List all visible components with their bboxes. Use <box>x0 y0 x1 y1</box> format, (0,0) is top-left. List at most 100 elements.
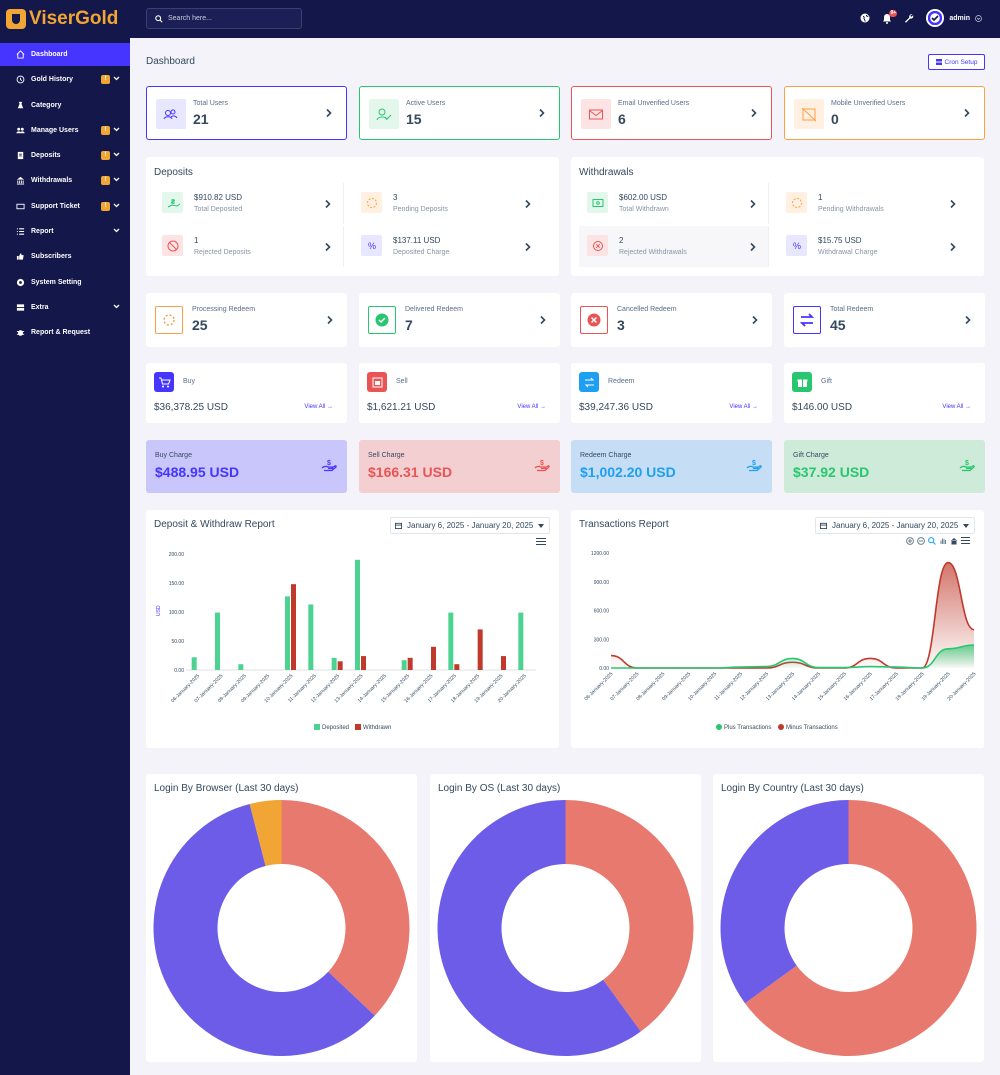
sidebar-item-subscribers[interactable]: Subscribers <box>0 245 130 268</box>
deposits-item-deposited-charge[interactable]: % $137.11 USD Deposited Charge <box>353 226 543 267</box>
login-donut-chart <box>720 800 977 1056</box>
login-donut-chart <box>437 800 694 1056</box>
wallet-label: Redeem <box>608 378 635 385</box>
deposits-item-value: 1 <box>194 236 199 245</box>
withdrawals-item-icon: % <box>786 235 807 256</box>
sidebar-item-report[interactable]: Report <box>0 220 130 243</box>
sidebar-item-deposits[interactable]: Deposits! <box>0 144 130 167</box>
donut-slice <box>437 800 641 1056</box>
stat-card-active-users[interactable]: Active Users 15 <box>359 86 560 140</box>
users-icon <box>15 125 25 135</box>
legend-label: Minus Transactions <box>786 725 838 731</box>
withdrawals-item-withdrawal-charge[interactable]: % $15.75 USD Withdrawal Charge <box>778 226 968 267</box>
bar-withdrawn <box>337 661 343 670</box>
charge-card-gift-charge: Gift Charge $37.92 USD $ <box>784 440 985 493</box>
area-plus-transactions <box>611 645 974 668</box>
pan-hand-icon[interactable] <box>939 537 947 545</box>
notification-bell-icon[interactable]: 9+ <box>882 9 898 24</box>
sidebar-item-badge: ! <box>101 151 110 161</box>
chart-menu-icon[interactable] <box>536 538 546 545</box>
deposits-item-pending-deposits[interactable]: 3 Pending Deposits <box>353 183 543 224</box>
hand-coin-icon: $ <box>959 458 975 472</box>
withdrawals-item-pending-withdrawals[interactable]: 1 Pending Withdrawals <box>778 183 968 224</box>
arrow-right-icon: → <box>327 404 333 410</box>
redeem-label: Total Redeem <box>830 306 874 313</box>
deposits-item-value: $910.82 USD <box>194 193 243 202</box>
stat-card-email-unverified-users[interactable]: Email Unverified Users 6 <box>571 86 772 140</box>
withdrawals-item-rejected-withdrawals[interactable]: 2 Rejected Withdrawals <box>579 226 769 267</box>
sidebar-item-report-request[interactable]: Report & Request <box>0 321 130 344</box>
view-all-link[interactable]: View All → <box>942 404 971 410</box>
caret-down-icon <box>963 523 970 528</box>
stat-card-total-users[interactable]: Total Users 21 <box>146 86 347 140</box>
redeem-card-delivered-redeem[interactable]: Delivered Redeem 7 <box>359 293 560 347</box>
sidebar-item-badge: ! <box>101 125 110 135</box>
withdrawals-item-total-withdrawn[interactable]: $602.00 USD Total Withdrawn <box>579 183 769 224</box>
deposit-icon <box>15 151 25 161</box>
wrench-icon[interactable] <box>904 13 914 23</box>
search-input[interactable]: Search here... <box>146 8 302 29</box>
home-reset-icon[interactable] <box>950 537 958 545</box>
brand-logo[interactable]: Viser Gold <box>0 0 130 38</box>
stat-label: Email Unverified Users <box>618 100 690 107</box>
bar-deposited <box>401 660 407 670</box>
redeem-card-processing-redeem[interactable]: Processing Redeem 25 <box>146 293 347 347</box>
transactions-report-date-picker[interactable]: January 6, 2025 - January 20, 2025 <box>815 517 975 534</box>
withdrawals-item-value: 1 <box>818 193 823 202</box>
sidebar-item-dashboard[interactable]: Dashboard <box>0 43 130 66</box>
sidebar-item-label: Report <box>31 228 54 236</box>
wallet-value: $1,621.21 USD <box>367 402 436 413</box>
bar-deposited <box>308 604 314 670</box>
charge-value: $166.31 USD <box>368 464 453 480</box>
sidebar-item-gold-history[interactable]: Gold History! <box>0 68 130 91</box>
bar-withdrawn <box>431 646 436 670</box>
view-all-link[interactable]: View All → <box>729 404 758 410</box>
gold-logo-icon <box>6 9 26 29</box>
cron-setup-label: Cron Setup <box>944 58 978 66</box>
sidebar-item-support-ticket[interactable]: Support Ticket! <box>0 195 130 218</box>
zoom-in-icon[interactable] <box>906 537 914 545</box>
redeem-value: 3 <box>617 317 625 333</box>
bar-withdrawn <box>361 656 366 670</box>
stat-card-mobile-unverified-users[interactable]: Mobile Unverified Users 0 <box>784 86 985 140</box>
legend-marker <box>778 724 784 730</box>
login-chart-card: Login By Browser (Last 30 days) <box>146 774 417 1062</box>
chevron-down-icon <box>113 203 120 208</box>
sidebar-item-withdrawals[interactable]: Withdrawals! <box>0 169 130 192</box>
deposits-item-rejected-deposits[interactable]: 1 Rejected Deposits <box>154 226 344 267</box>
search-icon <box>155 14 163 23</box>
sidebar-item-extra[interactable]: Extra <box>0 296 130 319</box>
sidebar-item-label: Report & Request <box>31 329 91 337</box>
redeem-card-total-redeem[interactable]: Total Redeem 45 <box>784 293 985 347</box>
withdrawals-item-value: 2 <box>619 236 624 245</box>
login-donut-chart <box>153 800 410 1056</box>
sidebar-item-badge: ! <box>101 176 110 186</box>
sidebar-item-system-setting[interactable]: System Setting <box>0 271 130 294</box>
sidebar-item-category[interactable]: Category <box>0 94 130 117</box>
brand-name-gold: Viser <box>29 8 76 29</box>
login-chart-title: Login By OS (Last 30 days) <box>438 783 561 794</box>
withdrawals-item-icon <box>587 192 608 213</box>
arrow-right-icon: → <box>540 404 546 410</box>
donut-slice <box>153 804 375 1056</box>
arrow-right-icon <box>326 108 332 118</box>
transactions-report-title: Transactions Report <box>579 519 669 530</box>
legend-label: Plus Transactions <box>724 725 771 731</box>
arrow-right-icon <box>327 315 333 325</box>
zoom-out-icon[interactable] <box>917 537 925 545</box>
view-all-link[interactable]: View All → <box>517 404 546 410</box>
magnifier-icon[interactable] <box>928 537 936 545</box>
view-all-link[interactable]: View All → <box>304 404 333 410</box>
wallet-card-buy: Buy $36,378.25 USD View All → <box>146 363 347 423</box>
globe-icon[interactable] <box>860 13 870 23</box>
arrow-right-icon: → <box>965 404 971 410</box>
chart-menu-icon[interactable] <box>961 537 970 545</box>
user-menu[interactable]: admin <box>926 9 982 27</box>
cron-setup-button[interactable]: Cron Setup <box>928 54 985 70</box>
redeem-card-cancelled-redeem[interactable]: Cancelled Redeem 3 <box>571 293 772 347</box>
deposit-report-date-picker[interactable]: January 6, 2025 - January 20, 2025 <box>390 517 550 534</box>
sidebar-item-label: Category <box>31 101 62 109</box>
calendar-icon <box>820 522 827 529</box>
deposits-item-total-deposited[interactable]: $910.82 USD Total Deposited <box>154 183 344 224</box>
sidebar-item-manage-users[interactable]: Manage Users! <box>0 119 130 142</box>
